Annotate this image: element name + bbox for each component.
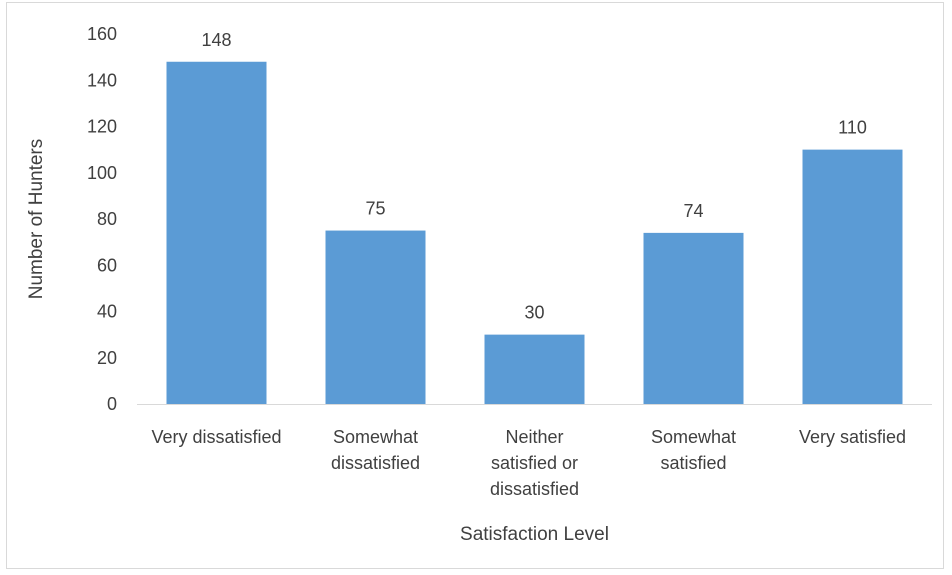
y-tick-label: 80: [97, 209, 117, 229]
chart-frame: [6, 2, 944, 569]
category-label-line: satisfied or: [491, 453, 578, 473]
category-label-line: Somewhat: [651, 427, 736, 447]
y-tick-label: 0: [107, 394, 117, 414]
y-axis-title: Number of Hunters: [26, 139, 47, 300]
bar: [643, 232, 744, 404]
y-tick-label: 40: [97, 302, 117, 322]
category-label-line: Very satisfied: [799, 427, 906, 447]
category-label: Neither satisfied or dissatisfied: [490, 427, 579, 499]
category-label-line: Very dissatisfied: [151, 427, 281, 447]
bar: [484, 334, 585, 404]
category-label: Very satisfied: [799, 427, 906, 447]
category-label-line: Somewhat: [333, 427, 418, 447]
y-tick-label: 140: [87, 70, 117, 90]
data-label: 148: [201, 30, 231, 50]
category-label-line: Neither: [505, 427, 563, 447]
category-label: Somewhat satisfied: [651, 427, 736, 473]
data-label: 110: [838, 118, 867, 138]
category-label: Somewhat dissatisfied: [331, 427, 420, 473]
category-label-line: dissatisfied: [331, 453, 420, 473]
bar: [325, 230, 426, 404]
data-label: 30: [524, 303, 544, 323]
bars: [166, 61, 903, 404]
category-label: Very dissatisfied: [151, 427, 281, 447]
x-axis-title: Satisfaction Level: [460, 524, 609, 545]
category-label-line: dissatisfied: [490, 479, 579, 499]
y-tick-label: 120: [87, 117, 117, 137]
data-label: 75: [365, 199, 385, 219]
bar: [166, 61, 267, 404]
data-labels: 148 75 30 74 110: [201, 30, 866, 323]
data-label: 74: [683, 201, 703, 221]
category-labels: Very dissatisfied Somewhat dissatisfiedNei…: [151, 427, 906, 499]
category-label-line: satisfied: [660, 453, 726, 473]
y-axis-ticks: 0 20 40 60 80 100 120 140 160: [87, 24, 117, 414]
y-tick-label: 60: [97, 255, 117, 275]
y-tick-label: 160: [87, 24, 117, 44]
y-tick-label: 100: [87, 163, 117, 183]
bar: [802, 149, 903, 404]
y-tick-label: 20: [97, 348, 117, 368]
